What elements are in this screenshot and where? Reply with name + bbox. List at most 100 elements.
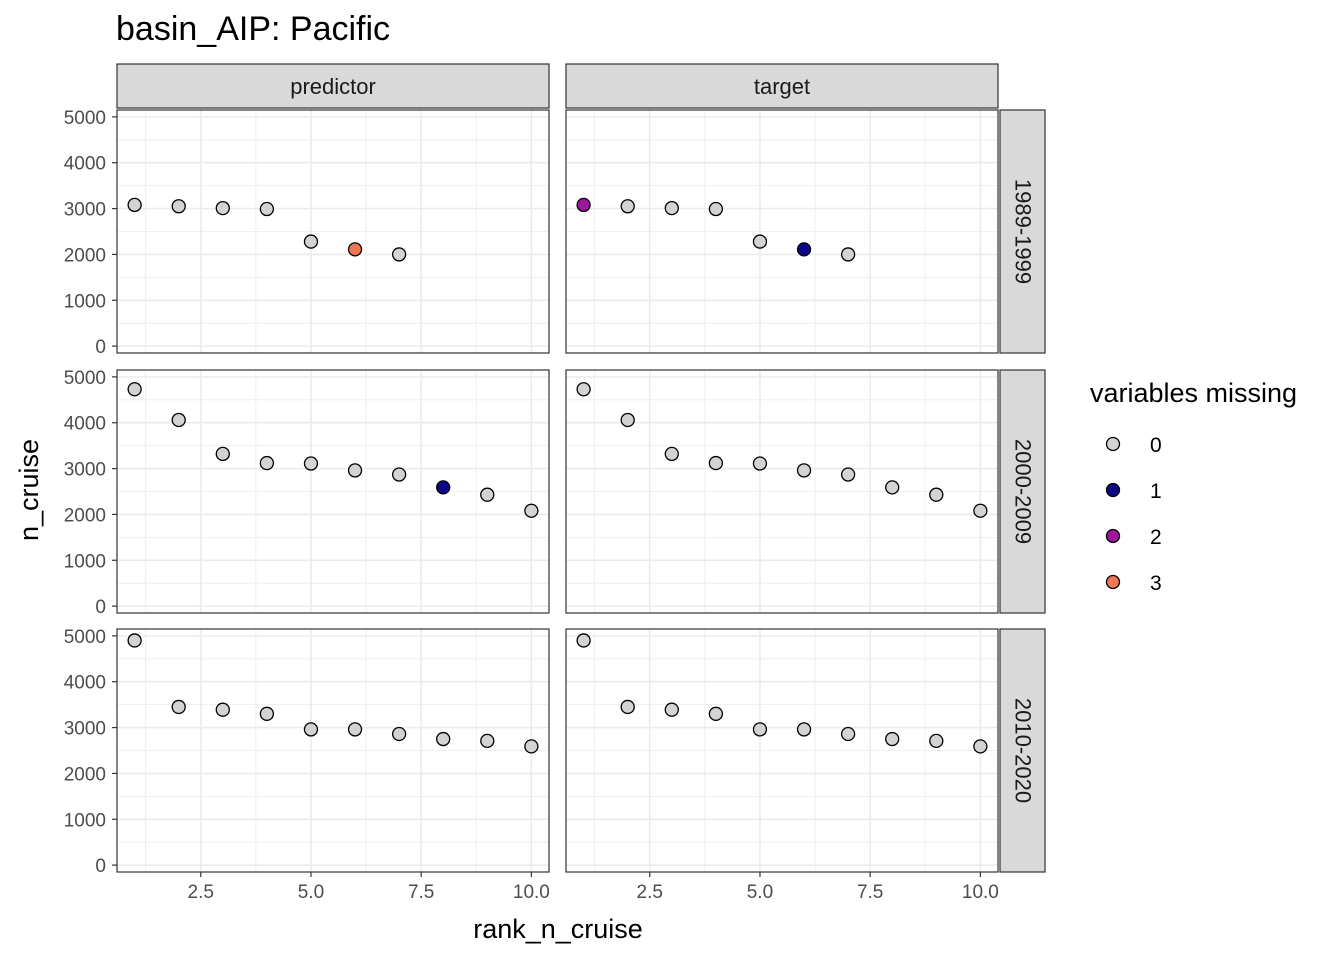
data-point [929, 487, 944, 502]
strip-2010-2020 [999, 628, 1046, 873]
data-point [171, 199, 186, 214]
data-point [973, 739, 988, 754]
data-point [480, 487, 495, 502]
legend-label-2: 2 [1150, 526, 1162, 549]
strip-label-target: target [754, 74, 810, 99]
y-tick-label: 2000 [64, 245, 106, 266]
legend-key-0 [1105, 436, 1121, 452]
y-tick-label: 5000 [64, 108, 106, 129]
panel-border [116, 109, 550, 354]
y-tick-label: 3000 [64, 200, 106, 221]
data-point [171, 412, 186, 428]
data-point [259, 455, 275, 471]
data-point [576, 197, 591, 213]
data-point [840, 726, 856, 742]
data-point [576, 382, 591, 397]
data-point [259, 706, 275, 721]
legend: variables missing 0 1 2 3 [1090, 378, 1297, 595]
panel-border [116, 628, 550, 873]
y-tick-label: 4000 [64, 154, 106, 175]
data-point [215, 200, 230, 216]
legend-key-3 [1105, 574, 1121, 590]
y-tick-label: 1000 [64, 551, 106, 572]
data-point [303, 456, 319, 471]
data-point [171, 699, 186, 715]
chart-title: basin_AIP: Pacific [116, 10, 390, 48]
strip-target [565, 63, 999, 109]
y-tick-label: 3000 [64, 460, 106, 481]
data-point [524, 503, 539, 518]
x-tick-label: 5.0 [747, 882, 773, 903]
data-point [620, 199, 635, 214]
x-tick-label: 7.5 [857, 882, 883, 903]
data-point [708, 455, 724, 471]
data-point [708, 706, 724, 721]
panel-predictor-2000-2009: 0 1000 2000 3000 4000 5000 [64, 368, 550, 618]
panel-target-1989-1999 [565, 109, 999, 354]
panel-predictor-1989-1999: 0 1000 2000 3000 4000 5000 [64, 108, 550, 358]
data-point [524, 739, 539, 754]
data-point [215, 702, 230, 717]
strip-2000-2009 [999, 369, 1046, 614]
panel-target-2000-2009 [565, 369, 999, 614]
x-axis-title: rank_n_cruise [473, 914, 643, 944]
data-point [391, 467, 407, 482]
data-point [796, 242, 812, 257]
strip-label-2010-2020: 2010-2020 [1011, 698, 1036, 803]
y-tick-label: 1000 [64, 291, 106, 312]
data-point [708, 201, 724, 217]
data-point [796, 722, 812, 737]
data-point [127, 633, 142, 648]
data-point [840, 467, 856, 482]
data-point [752, 234, 768, 249]
y-tick-label: 4000 [64, 673, 106, 694]
data-point [347, 722, 363, 737]
legend-title: variables missing [1090, 378, 1297, 408]
data-point [664, 446, 679, 462]
strip-predictor [116, 63, 550, 109]
panels-layer: predictor target 1989-1999 2000-2009 2010-20… [64, 63, 1046, 903]
y-tick-label: 0 [95, 337, 106, 358]
y-tick-label: 2000 [64, 505, 106, 526]
y-tick-label: 0 [95, 856, 106, 877]
data-point [347, 242, 363, 257]
data-point [664, 702, 679, 717]
panel-border [116, 369, 550, 614]
panel-border [565, 109, 999, 354]
panel-predictor-2010-2020: 0 1000 2000 3000 4000 5000 2.5 5.0 7.5 10.0 [64, 627, 550, 903]
y-tick-label: 5000 [64, 368, 106, 389]
data-point [215, 446, 230, 462]
y-tick-label: 0 [95, 597, 106, 618]
legend-key-1 [1105, 482, 1121, 498]
data-point [752, 722, 768, 737]
data-point [973, 503, 988, 518]
strip-label-1989-1999: 1989-1999 [1011, 179, 1036, 284]
legend-key-2 [1105, 528, 1121, 544]
data-point [391, 726, 407, 742]
x-tick-label: 10.0 [962, 882, 999, 903]
data-point [391, 247, 407, 262]
data-point [576, 633, 591, 648]
data-point [127, 382, 142, 397]
data-point [436, 480, 451, 495]
panel-target-2010-2020: 2.5 5.0 7.5 10.0 [565, 628, 999, 903]
data-point [620, 699, 635, 715]
y-tick-label: 5000 [64, 627, 106, 648]
y-tick-label: 2000 [64, 764, 106, 785]
y-tick-label: 1000 [64, 810, 106, 831]
x-tick-label: 2.5 [188, 882, 214, 903]
strip-label-2000-2009: 2000-2009 [1011, 439, 1036, 544]
data-point [664, 200, 679, 216]
x-tick-label: 5.0 [298, 882, 324, 903]
legend-label-1: 1 [1150, 480, 1162, 503]
data-point [885, 731, 900, 747]
x-tick-label: 10.0 [513, 882, 550, 903]
data-point [436, 731, 451, 747]
y-tick-label: 3000 [64, 719, 106, 740]
data-point [480, 733, 495, 749]
panel-border [565, 369, 999, 614]
legend-label-0: 0 [1150, 434, 1162, 457]
x-tick-label: 2.5 [637, 882, 663, 903]
data-point [796, 463, 812, 478]
